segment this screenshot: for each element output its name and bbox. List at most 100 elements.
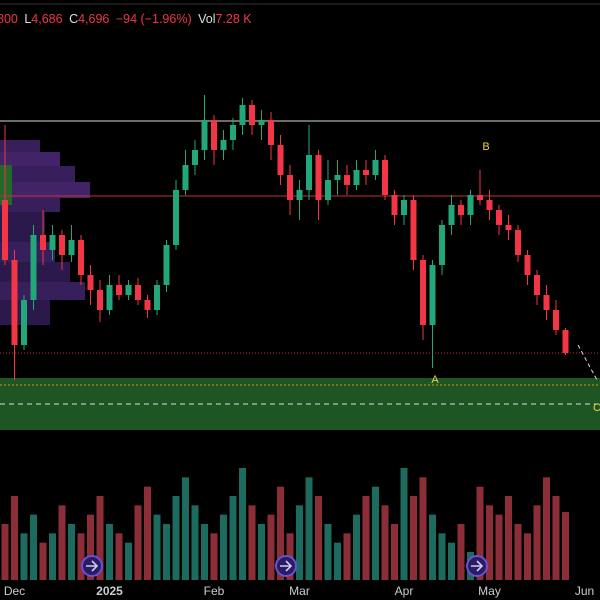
volume-bar [457,524,465,580]
volume-bar [334,542,341,580]
candle-body [87,275,94,290]
candle-body [144,300,151,310]
candle-body [553,310,559,330]
volume-bar [438,533,446,580]
volume-bar [524,533,531,580]
volume-bar [505,496,512,580]
candle-body [420,260,426,325]
candle-body [344,175,350,185]
header-value: 7.28 K [215,12,252,26]
candle-body [192,150,198,165]
volume-bar [353,514,360,580]
candle-body [372,160,379,175]
x-tick-label: Feb [204,584,225,598]
header-label: L [24,12,31,26]
candle-body [78,240,84,275]
volume-bar [543,477,550,580]
volume-bar [11,496,18,580]
volume-bar [429,514,436,580]
volume-bar [49,533,56,580]
profile-bar [0,198,60,212]
candle-body [239,105,246,125]
volume-bar [96,496,104,580]
candle-body [125,285,132,295]
candle-body [391,195,398,215]
candle-body [543,295,550,310]
candle-body [116,285,122,295]
candle-body [40,235,46,250]
volume-bar [343,533,351,580]
volume-bar [134,505,142,580]
wave-label: A [431,374,439,386]
profile-bar [0,166,75,182]
candle-body [515,230,521,255]
volume-bar [324,524,332,580]
volume-bar [191,505,199,580]
volume-bar [125,542,132,580]
candle-body [439,225,445,265]
candle-body [401,200,407,215]
volume-bar [448,542,455,580]
candle-body [258,120,265,125]
volume-bar [495,514,503,580]
profile-bar [0,182,90,198]
wave-label: B [482,141,489,153]
volume-bar [30,514,37,580]
volume-bar [400,468,408,580]
volume-bar [153,514,161,580]
candle-body [106,285,113,310]
x-tick-label: May [478,584,501,598]
candle-body [277,145,284,175]
candle-body [334,175,341,180]
candle-body [296,190,303,200]
header-label: Vol [198,12,215,26]
event-icons [81,555,488,577]
profile-bar [0,242,55,262]
volume-bar [163,524,170,580]
volume-bar [220,514,227,580]
candle-body [135,285,141,300]
volume-bar [362,496,370,580]
candle-body [562,330,569,353]
volume-bar [239,468,246,580]
candle-body [325,180,331,200]
candle-body [30,235,37,300]
header-change: −94 (−1.96%) [116,12,192,26]
volume-bar [305,477,313,580]
volume-bar [267,514,275,580]
volume-bar [391,524,398,580]
candle-body [201,120,208,150]
x-tick-label: Jun [575,584,594,598]
candle-body [68,240,75,255]
volume-bar [296,505,303,580]
volume-bar [476,486,484,580]
candle-body [211,120,217,150]
candle-body [467,195,474,215]
volume-bar [172,496,180,580]
candle-body [249,105,255,125]
volume-bar [514,524,522,580]
volume-bar [277,486,284,580]
x-tick-label: Mar [289,584,310,598]
candle-body [429,265,436,325]
volume-bar [315,496,322,580]
candle-body [363,170,369,175]
volume-bar [58,505,66,580]
volume-bar [410,496,417,580]
candle-body [154,285,160,310]
volume-bar [39,542,47,580]
profile-bar [0,152,60,166]
volume-bar [20,533,28,580]
candle-body [315,155,322,200]
volume-bar [144,486,151,580]
candle-body [2,200,8,260]
volume-bar [258,524,265,580]
volume-bar [229,496,237,580]
candle-body [21,300,27,345]
profile-bar [0,165,12,205]
volume-bar [182,477,189,580]
candle-body [410,200,417,260]
volume-bar [106,524,113,580]
candle-body [49,235,56,250]
